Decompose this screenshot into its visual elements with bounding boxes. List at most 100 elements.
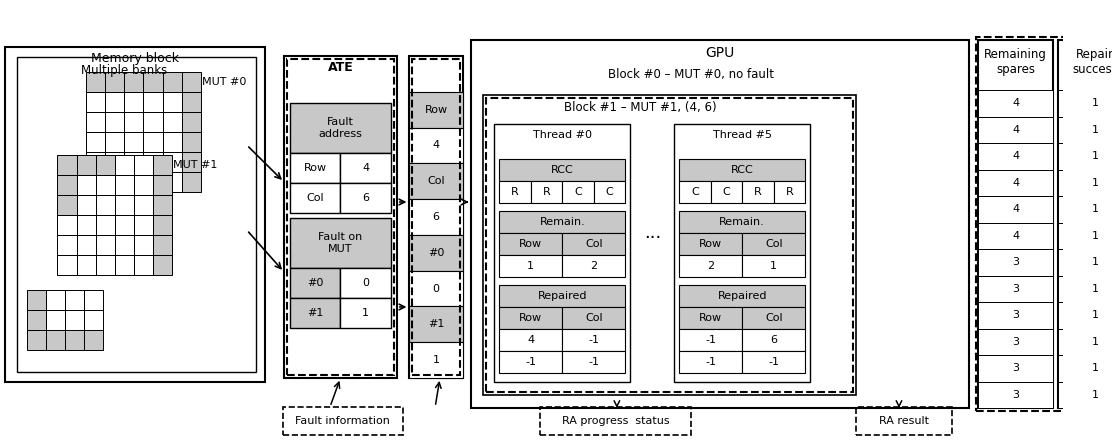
Text: Fault on
MUT: Fault on MUT (318, 232, 363, 254)
Bar (96, 155, 115, 175)
Bar (499, 255, 563, 277)
Bar (162, 112, 181, 132)
Bar (1058, 249, 1112, 275)
Bar (409, 56, 463, 378)
Bar (287, 59, 394, 375)
Bar (125, 172, 143, 192)
Bar (409, 235, 463, 271)
Text: Fault information: Fault information (296, 416, 390, 426)
Bar (46, 310, 64, 330)
Bar (679, 181, 711, 203)
Text: 1: 1 (1092, 204, 1099, 214)
Bar (1058, 196, 1112, 223)
Bar (96, 175, 115, 195)
Bar (679, 211, 805, 233)
Bar (58, 155, 77, 175)
Bar (115, 175, 133, 195)
Bar (77, 235, 96, 255)
Bar (125, 132, 143, 152)
Bar (409, 342, 463, 378)
Text: C: C (574, 187, 582, 197)
Bar (162, 172, 181, 192)
Text: 4: 4 (363, 163, 369, 173)
Text: 6: 6 (771, 335, 777, 345)
Bar (290, 298, 340, 328)
Bar (77, 175, 96, 195)
Bar (181, 152, 201, 172)
Text: -1: -1 (525, 357, 536, 367)
Bar (143, 152, 162, 172)
Bar (486, 98, 853, 392)
Text: Row: Row (519, 313, 543, 323)
Bar (115, 235, 133, 255)
Text: R: R (543, 187, 550, 197)
Bar (106, 92, 125, 112)
Bar (58, 215, 77, 235)
Bar (340, 183, 391, 213)
Text: #0: #0 (307, 278, 324, 288)
Bar (284, 407, 403, 435)
Bar (1058, 355, 1112, 381)
Text: Repair
success: Repair success (1072, 48, 1112, 76)
Bar (133, 175, 153, 195)
Bar (499, 211, 625, 233)
Text: Fault
address: Fault address (318, 117, 363, 139)
Text: ATE: ATE (328, 61, 354, 73)
Text: 4: 4 (1012, 204, 1020, 214)
Text: 4: 4 (527, 335, 535, 345)
Bar (125, 112, 143, 132)
Bar (125, 92, 143, 112)
Bar (284, 56, 397, 378)
Bar (979, 90, 1053, 117)
Bar (979, 381, 1053, 408)
Bar (85, 290, 103, 310)
Text: 1: 1 (1092, 125, 1099, 135)
Bar (979, 275, 1053, 302)
Text: 4: 4 (1012, 178, 1020, 188)
Text: 3: 3 (1012, 390, 1020, 400)
Text: 1: 1 (1092, 231, 1099, 241)
Bar (340, 268, 391, 298)
Text: 1: 1 (1092, 310, 1099, 320)
Bar (409, 163, 463, 199)
Text: 1: 1 (1092, 98, 1099, 108)
Text: 1: 1 (1092, 363, 1099, 373)
Bar (540, 407, 692, 435)
Text: 1: 1 (433, 355, 439, 365)
Bar (17, 57, 256, 372)
Bar (143, 92, 162, 112)
Text: Thread #0: Thread #0 (533, 130, 592, 140)
Bar (774, 181, 805, 203)
Bar (106, 172, 125, 192)
Bar (499, 181, 530, 203)
Bar (133, 235, 153, 255)
Text: RA progress  status: RA progress status (562, 416, 669, 426)
Text: Multiple banks: Multiple banks (81, 63, 168, 77)
Bar (4, 47, 265, 382)
Bar (530, 181, 563, 203)
Bar (96, 235, 115, 255)
Text: 4: 4 (1012, 98, 1020, 108)
Bar (162, 72, 181, 92)
Text: MUT #0: MUT #0 (201, 77, 246, 87)
Bar (1058, 381, 1112, 408)
Text: Row: Row (699, 313, 722, 323)
Bar (1058, 223, 1112, 249)
Text: -1: -1 (705, 335, 716, 345)
Text: Remain.: Remain. (539, 217, 585, 227)
Bar (979, 117, 1053, 143)
Bar (64, 290, 85, 310)
Text: 1: 1 (1092, 151, 1099, 161)
Text: Col: Col (585, 313, 603, 323)
Text: C: C (723, 187, 731, 197)
Bar (77, 155, 96, 175)
Bar (742, 307, 805, 329)
Bar (153, 255, 172, 275)
Bar (143, 172, 162, 192)
Text: 1: 1 (527, 261, 534, 271)
Bar (563, 351, 625, 373)
Bar (409, 271, 463, 306)
Bar (153, 195, 172, 215)
Bar (679, 307, 742, 329)
Bar (679, 159, 805, 181)
